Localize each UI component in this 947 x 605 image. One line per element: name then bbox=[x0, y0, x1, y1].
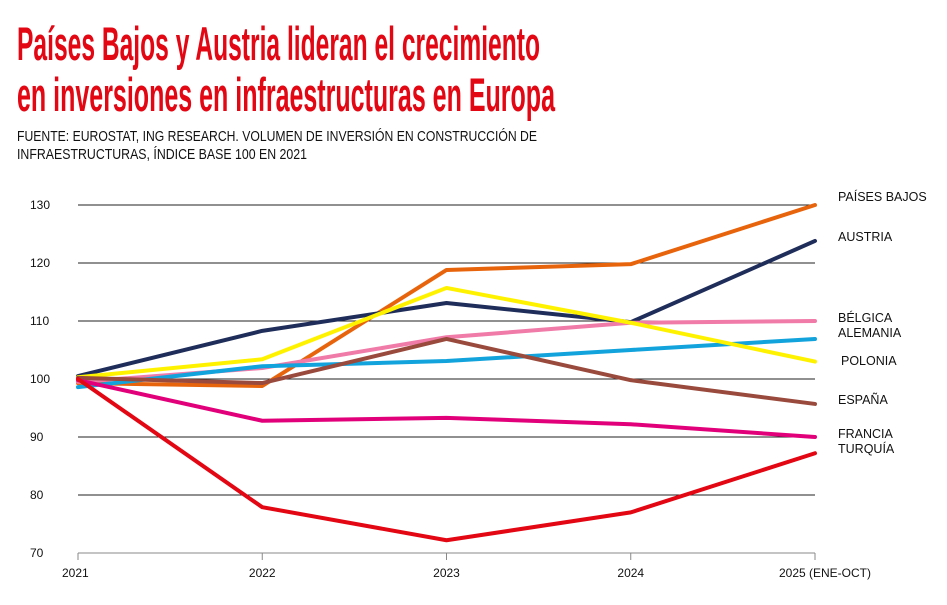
y-tick-label: 110 bbox=[30, 314, 49, 328]
label-austria: AUSTRIA bbox=[838, 230, 893, 244]
label-paises-bajos: PAÍSES BAJOS bbox=[838, 189, 927, 204]
label-polonia: POLONIA bbox=[841, 354, 897, 368]
subtitle-line-1: FUENTE: EUROSTAT, ING RESEARCH. VOLUMEN … bbox=[17, 128, 537, 145]
label-belgica: BÉLGICA bbox=[838, 310, 893, 325]
series-line-turquía bbox=[76, 377, 817, 543]
x-tick-label: 2021 bbox=[62, 566, 89, 580]
y-tick-label: 90 bbox=[30, 430, 44, 444]
x-tick-label: 2024 bbox=[617, 566, 644, 580]
y-tick-label: 130 bbox=[30, 198, 50, 212]
y-axis: 70 80 90 100 110 120 130 bbox=[30, 198, 50, 560]
label-turquia: TURQUÍA bbox=[838, 441, 895, 456]
chart-title-line-2: en inversiones en infraestructuras en Eu… bbox=[17, 68, 555, 121]
subtitle-line-2: INFRAESTRUCTURAS, ÍNDICE BASE 100 EN 202… bbox=[17, 146, 307, 163]
series-line-polonia bbox=[76, 285, 817, 380]
x-tick-label: 2023 bbox=[433, 566, 460, 580]
y-tick-label: 100 bbox=[30, 372, 50, 386]
label-espana: ESPAÑA bbox=[838, 393, 888, 407]
y-tick-label: 70 bbox=[30, 546, 44, 560]
label-alemania: ALEMANIA bbox=[838, 326, 902, 340]
series-line-francia bbox=[76, 378, 817, 439]
series-line-países-bajos bbox=[76, 203, 817, 388]
y-tick-label: 120 bbox=[30, 256, 50, 270]
series-lines bbox=[76, 203, 817, 543]
chart-title-line-1: Países Bajos y Austria lideran el crecim… bbox=[17, 17, 540, 70]
gridlines bbox=[78, 204, 815, 496]
y-tick-label: 80 bbox=[30, 488, 44, 502]
label-francia: FRANCIA bbox=[838, 427, 894, 441]
x-tick-label: 2025 (ENE-OCT) bbox=[779, 566, 871, 580]
series-line-austria bbox=[76, 238, 817, 379]
x-tick-label: 2022 bbox=[249, 566, 276, 580]
series-line-españa bbox=[76, 336, 817, 406]
x-axis: 2021 2022 2023 2024 2025 (ENE-OCT) bbox=[62, 552, 871, 580]
series-line-alemania bbox=[76, 336, 817, 390]
